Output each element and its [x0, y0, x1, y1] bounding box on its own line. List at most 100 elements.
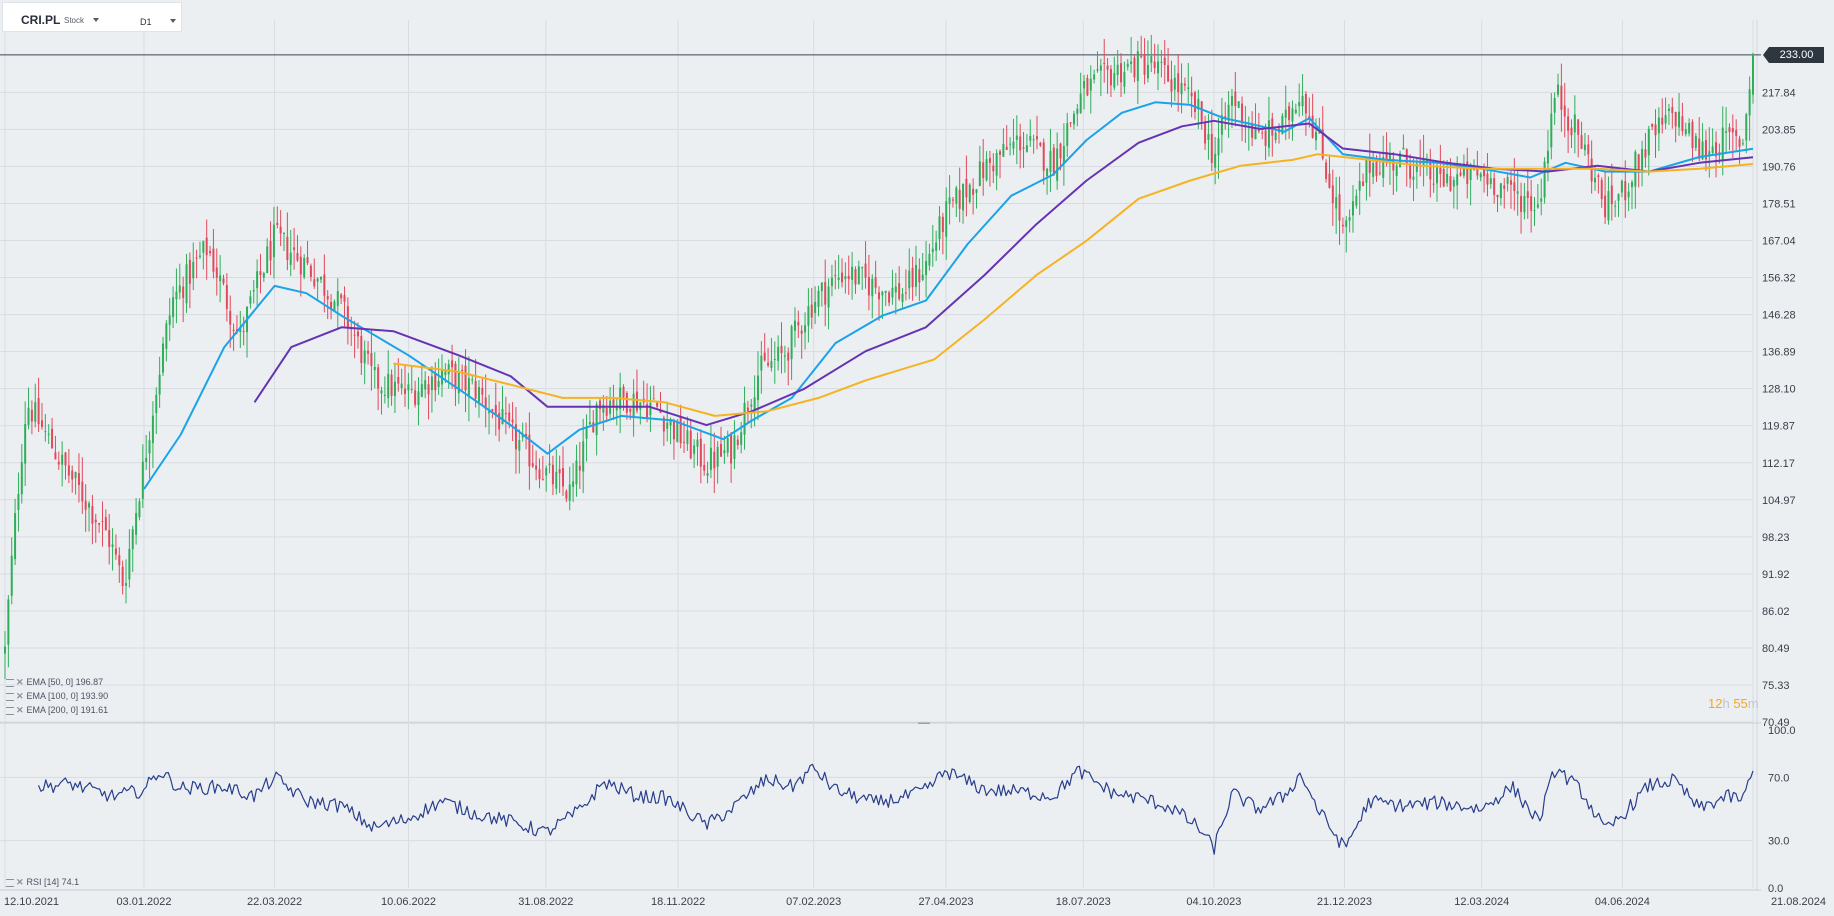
candle	[1301, 74, 1304, 116]
close-icon[interactable]: ✕	[16, 877, 24, 887]
symbol-dropdown-icon[interactable]	[93, 18, 99, 22]
candle	[824, 259, 827, 327]
candle	[555, 449, 558, 495]
symbol-label[interactable]: CRI.PL	[21, 13, 61, 27]
candle	[1241, 96, 1244, 142]
candle	[797, 310, 800, 339]
candle	[289, 229, 292, 277]
settings-icon[interactable]	[6, 878, 14, 887]
settings-icon[interactable]	[6, 706, 14, 715]
candle	[851, 252, 854, 300]
candle	[447, 359, 450, 389]
candle	[326, 290, 329, 320]
candle	[904, 269, 907, 301]
candle	[1237, 101, 1240, 109]
candle	[598, 397, 601, 423]
candle	[81, 457, 84, 515]
rsi-line[interactable]	[37, 763, 1754, 855]
candle	[1217, 117, 1220, 179]
candle	[363, 340, 366, 385]
candle	[982, 139, 985, 196]
candle	[935, 230, 938, 261]
countdown-hours-unit: h	[1722, 696, 1730, 711]
candle	[911, 256, 914, 301]
candle	[1523, 183, 1526, 220]
candle	[88, 501, 91, 532]
y-tick-label: 217.84	[1762, 87, 1796, 99]
candle	[1493, 172, 1496, 204]
candle	[44, 414, 47, 442]
candle	[592, 410, 595, 434]
candle	[1580, 121, 1583, 150]
candle	[316, 277, 319, 300]
candle	[531, 444, 534, 468]
candle	[1348, 209, 1351, 233]
timeframe-dropdown-icon[interactable]	[170, 19, 176, 23]
candle	[683, 420, 686, 454]
candle	[283, 232, 286, 252]
candle	[968, 183, 971, 204]
y-tick-label: 119.87	[1762, 421, 1795, 433]
candle	[135, 497, 138, 545]
candle	[1220, 97, 1223, 153]
candle	[410, 365, 413, 394]
ema50-line[interactable]	[143, 101, 1754, 490]
candle	[1079, 72, 1082, 114]
candle	[861, 266, 864, 290]
candle	[841, 258, 844, 288]
candle	[393, 363, 396, 413]
rsi-legend[interactable]: ✕ RSI [14] 74.1	[6, 877, 79, 888]
candle	[340, 293, 343, 304]
candle	[908, 248, 911, 300]
candle	[1099, 58, 1102, 97]
candle	[61, 441, 64, 487]
settings-icon[interactable]	[6, 678, 14, 687]
candle	[1516, 168, 1519, 216]
candle	[518, 429, 521, 474]
candle	[474, 358, 477, 408]
candle	[1745, 112, 1748, 154]
candle	[367, 340, 370, 365]
close-icon[interactable]: ✕	[16, 677, 24, 687]
candle	[985, 151, 988, 182]
candle	[1617, 193, 1620, 217]
candle	[1200, 100, 1203, 130]
close-icon[interactable]: ✕	[16, 691, 24, 701]
candle	[1042, 138, 1045, 185]
ema100-legend[interactable]: ✕ EMA [100, 0] 193.90	[6, 691, 108, 702]
candle	[141, 444, 144, 508]
candle	[1536, 184, 1539, 209]
candle	[1399, 150, 1402, 168]
candle	[114, 534, 117, 560]
candle	[541, 456, 544, 481]
candle	[1291, 100, 1294, 141]
candle	[501, 386, 504, 425]
candle	[743, 386, 746, 450]
candle	[77, 453, 80, 503]
close-icon[interactable]: ✕	[16, 705, 24, 715]
candle	[1116, 50, 1119, 86]
candle	[1641, 140, 1644, 187]
candle	[1563, 82, 1566, 138]
candle	[1130, 37, 1133, 73]
candle	[1375, 155, 1378, 182]
ema200-legend-label: EMA [200, 0] 191.61	[26, 705, 109, 715]
y-tick-label: 136.89	[1762, 347, 1796, 359]
candle	[488, 394, 491, 435]
timeframe-label[interactable]: D1	[140, 17, 152, 27]
settings-icon[interactable]	[6, 692, 14, 701]
ema200-line[interactable]	[393, 153, 1754, 417]
candle	[595, 401, 598, 456]
y-tick-label: 86.02	[1762, 606, 1790, 618]
candle	[172, 286, 175, 329]
ema200-legend[interactable]: ✕ EMA [200, 0] 191.61	[6, 705, 108, 716]
candle	[995, 149, 998, 191]
candle	[958, 167, 961, 223]
candle	[612, 384, 615, 421]
candle	[1143, 38, 1146, 85]
candle	[830, 264, 833, 297]
candle	[259, 253, 262, 294]
candle	[733, 420, 736, 470]
ema50-legend[interactable]: ✕ EMA [50, 0] 196.87	[6, 677, 103, 688]
